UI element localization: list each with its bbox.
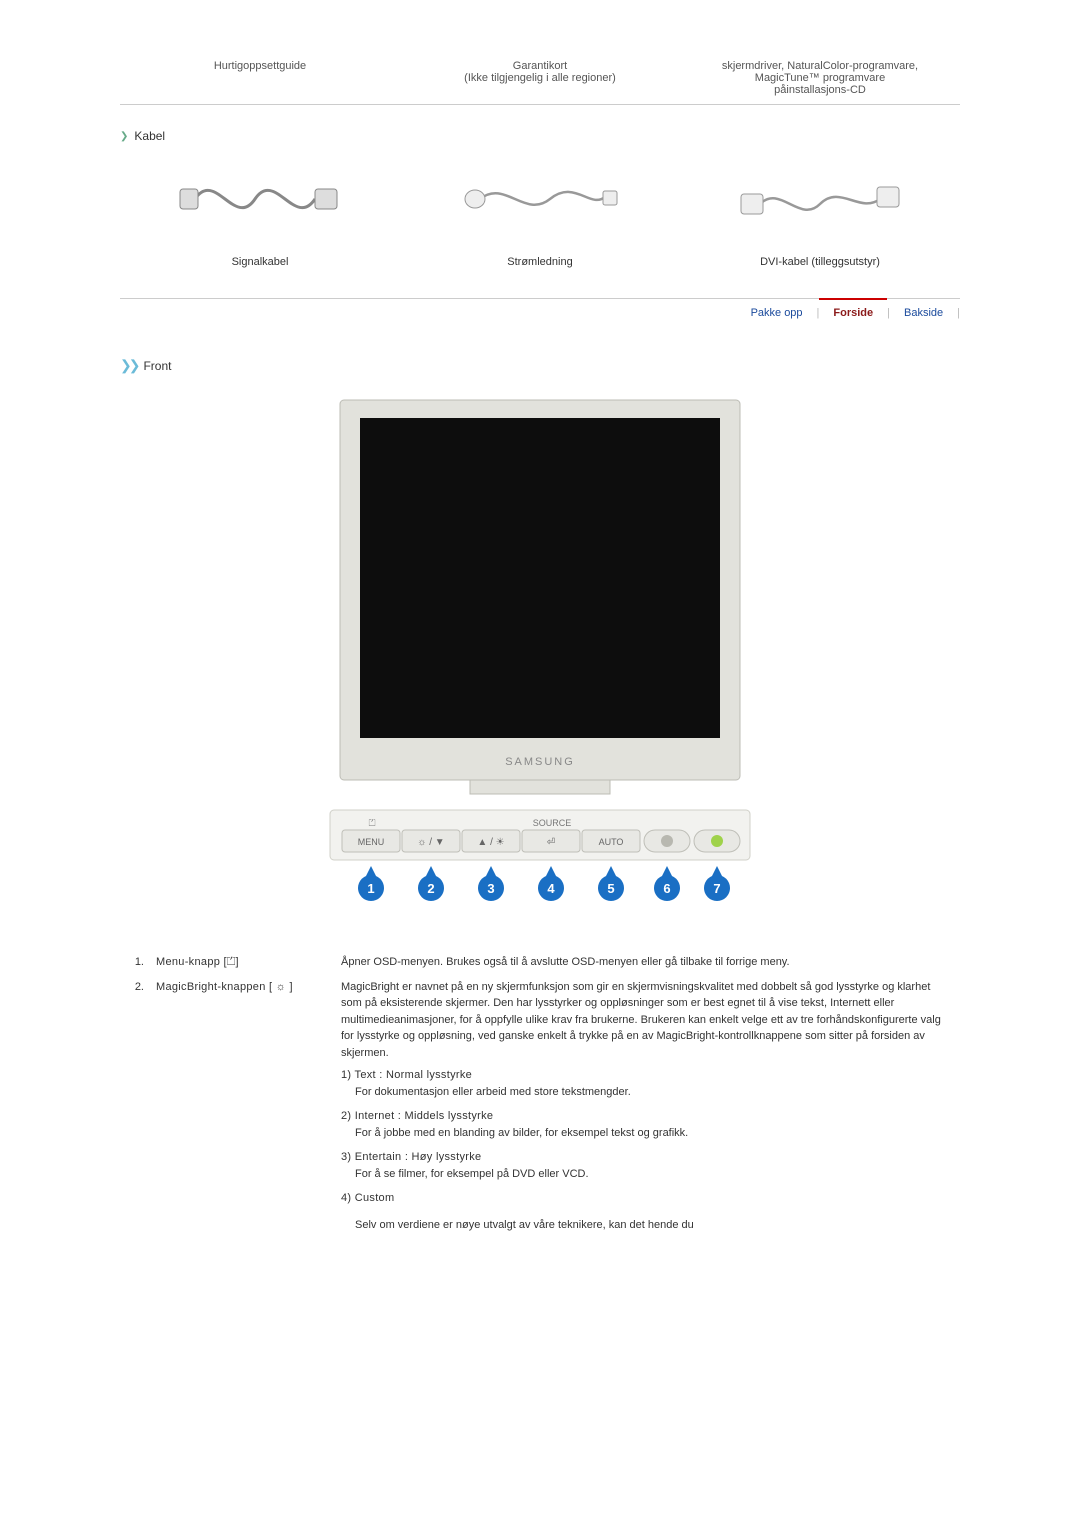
callout-balloons: 1 2 3 4 5 6 7 (358, 866, 730, 901)
cable-label: DVI-kabel (tilleggsutstyr) (720, 256, 920, 268)
svg-text:1: 1 (367, 881, 374, 896)
svg-text:AUTO: AUTO (599, 837, 624, 847)
section-header-front: ❯❯ Front (120, 357, 960, 374)
cable-item-powercord: Strømledning (440, 159, 640, 268)
section-title: Front (143, 359, 171, 373)
top-item-label: Garantikort (408, 60, 672, 72)
top-item-label: skjermdriver, NaturalColor-programvare, … (688, 60, 952, 84)
monitor-illustration: SAMSUNG ⏍ SOURCE MENU ☼ / ▼ ▲ / ☀ ⏎ AUTO (270, 390, 810, 920)
row-name: MagicBright-knappen [ ☼ ] (150, 975, 335, 1238)
list-item-head: 2) Internet : Middels lysstyrke (341, 1108, 954, 1125)
top-item-sublabel: påinstallasjons-CD (688, 84, 952, 96)
row-body: Åpner OSD-menyen. Brukes også til å avsl… (335, 950, 960, 975)
table-row: 1. Menu-knapp [⏍] Åpner OSD-menyen. Bruk… (120, 950, 960, 975)
tab-separator: | (957, 307, 960, 319)
row-tail-text: Selv om verdiene er nøye utvalgt av våre… (341, 1217, 954, 1234)
cable-illustration (735, 159, 905, 239)
tab-strip: Pakke opp | Forside | Bakside | (120, 298, 960, 327)
tab-bakside[interactable]: Bakside (890, 303, 957, 323)
svg-text:5: 5 (607, 881, 614, 896)
cable-illustration (175, 159, 345, 239)
section-header-cable: ❯ Kabel (120, 129, 960, 143)
monitor-brand-text: SAMSUNG (505, 756, 575, 768)
cable-illustration (455, 159, 625, 239)
cable-label: Signalkabel (160, 256, 360, 268)
chevron-icon: ❯ (120, 131, 128, 142)
tab-forside[interactable]: Forside (819, 303, 887, 323)
row-body: MagicBright er navnet på en ny skjermfun… (335, 975, 960, 1238)
svg-text:7: 7 (713, 881, 720, 896)
list-item: 2) Internet : Middels lysstyrke For å jo… (341, 1108, 954, 1141)
svg-text:2: 2 (427, 881, 434, 896)
section-title: Kabel (134, 129, 165, 143)
svg-text:4: 4 (547, 881, 555, 896)
svg-text:SOURCE: SOURCE (533, 818, 572, 828)
monitor-illustration-zone: SAMSUNG ⏍ SOURCE MENU ☼ / ▼ ▲ / ☀ ⏎ AUTO (120, 390, 960, 920)
front-description-table: 1. Menu-knapp [⏍] Åpner OSD-menyen. Bruk… (120, 950, 960, 1237)
svg-text:⏎: ⏎ (547, 837, 555, 848)
list-item-head: 3) Entertain : Høy lysstyrke (341, 1149, 954, 1166)
top-item-label: Hurtigoppsettguide (128, 60, 392, 72)
cable-row: Signalkabel Strømledning DVI-kabel (till… (120, 159, 960, 268)
row-number: 1. (120, 950, 150, 975)
cable-item-dvi: DVI-kabel (tilleggsutstyr) (720, 159, 920, 268)
cable-label: Strømledning (440, 256, 640, 268)
svg-text:⏍: ⏍ (369, 818, 376, 828)
front-buttons: MENU ☼ / ▼ ▲ / ☀ ⏎ AUTO (342, 830, 740, 852)
tab-pakke-opp[interactable]: Pakke opp (737, 303, 817, 323)
list-item-body: For å se filmer, for eksempel på DVD ell… (341, 1166, 954, 1183)
top-item-sublabel: (Ikke tilgjengelig i alle regioner) (408, 72, 672, 84)
magicbright-sublist: 1) Text : Normal lysstyrke For dokumenta… (341, 1067, 954, 1207)
row-body-text: MagicBright er navnet på en ny skjermfun… (341, 981, 941, 1059)
top-item-cd: skjermdriver, NaturalColor-programvare, … (680, 60, 960, 96)
list-item-head: 1) Text : Normal lysstyrke (341, 1067, 954, 1084)
top-items-row: Hurtigoppsettguide Garantikort (Ikke til… (120, 60, 960, 105)
list-item-head: 4) Custom (341, 1190, 954, 1207)
svg-text:▲ / ☀: ▲ / ☀ (477, 837, 504, 848)
row-number: 2. (120, 975, 150, 1238)
list-item: 4) Custom (341, 1190, 954, 1207)
list-item-body: For å jobbe med en blanding av bilder, f… (341, 1125, 954, 1142)
cable-item-signal: Signalkabel (160, 159, 360, 268)
svg-text:☼ / ▼: ☼ / ▼ (417, 837, 444, 848)
list-item-body: For dokumentasjon eller arbeid med store… (341, 1084, 954, 1101)
list-item: 1) Text : Normal lysstyrke For dokumenta… (341, 1067, 954, 1100)
double-chevron-icon: ❯❯ (120, 357, 137, 374)
top-item-guide: Hurtigoppsettguide (120, 60, 400, 96)
list-item: 3) Entertain : Høy lysstyrke For å se fi… (341, 1149, 954, 1182)
svg-text:6: 6 (663, 881, 670, 896)
svg-text:3: 3 (487, 881, 494, 896)
row-name: Menu-knapp [⏍] (150, 950, 335, 975)
svg-text:MENU: MENU (358, 837, 385, 847)
top-item-warranty: Garantikort (Ikke tilgjengelig i alle re… (400, 60, 680, 96)
table-row: 2. MagicBright-knappen [ ☼ ] MagicBright… (120, 975, 960, 1238)
